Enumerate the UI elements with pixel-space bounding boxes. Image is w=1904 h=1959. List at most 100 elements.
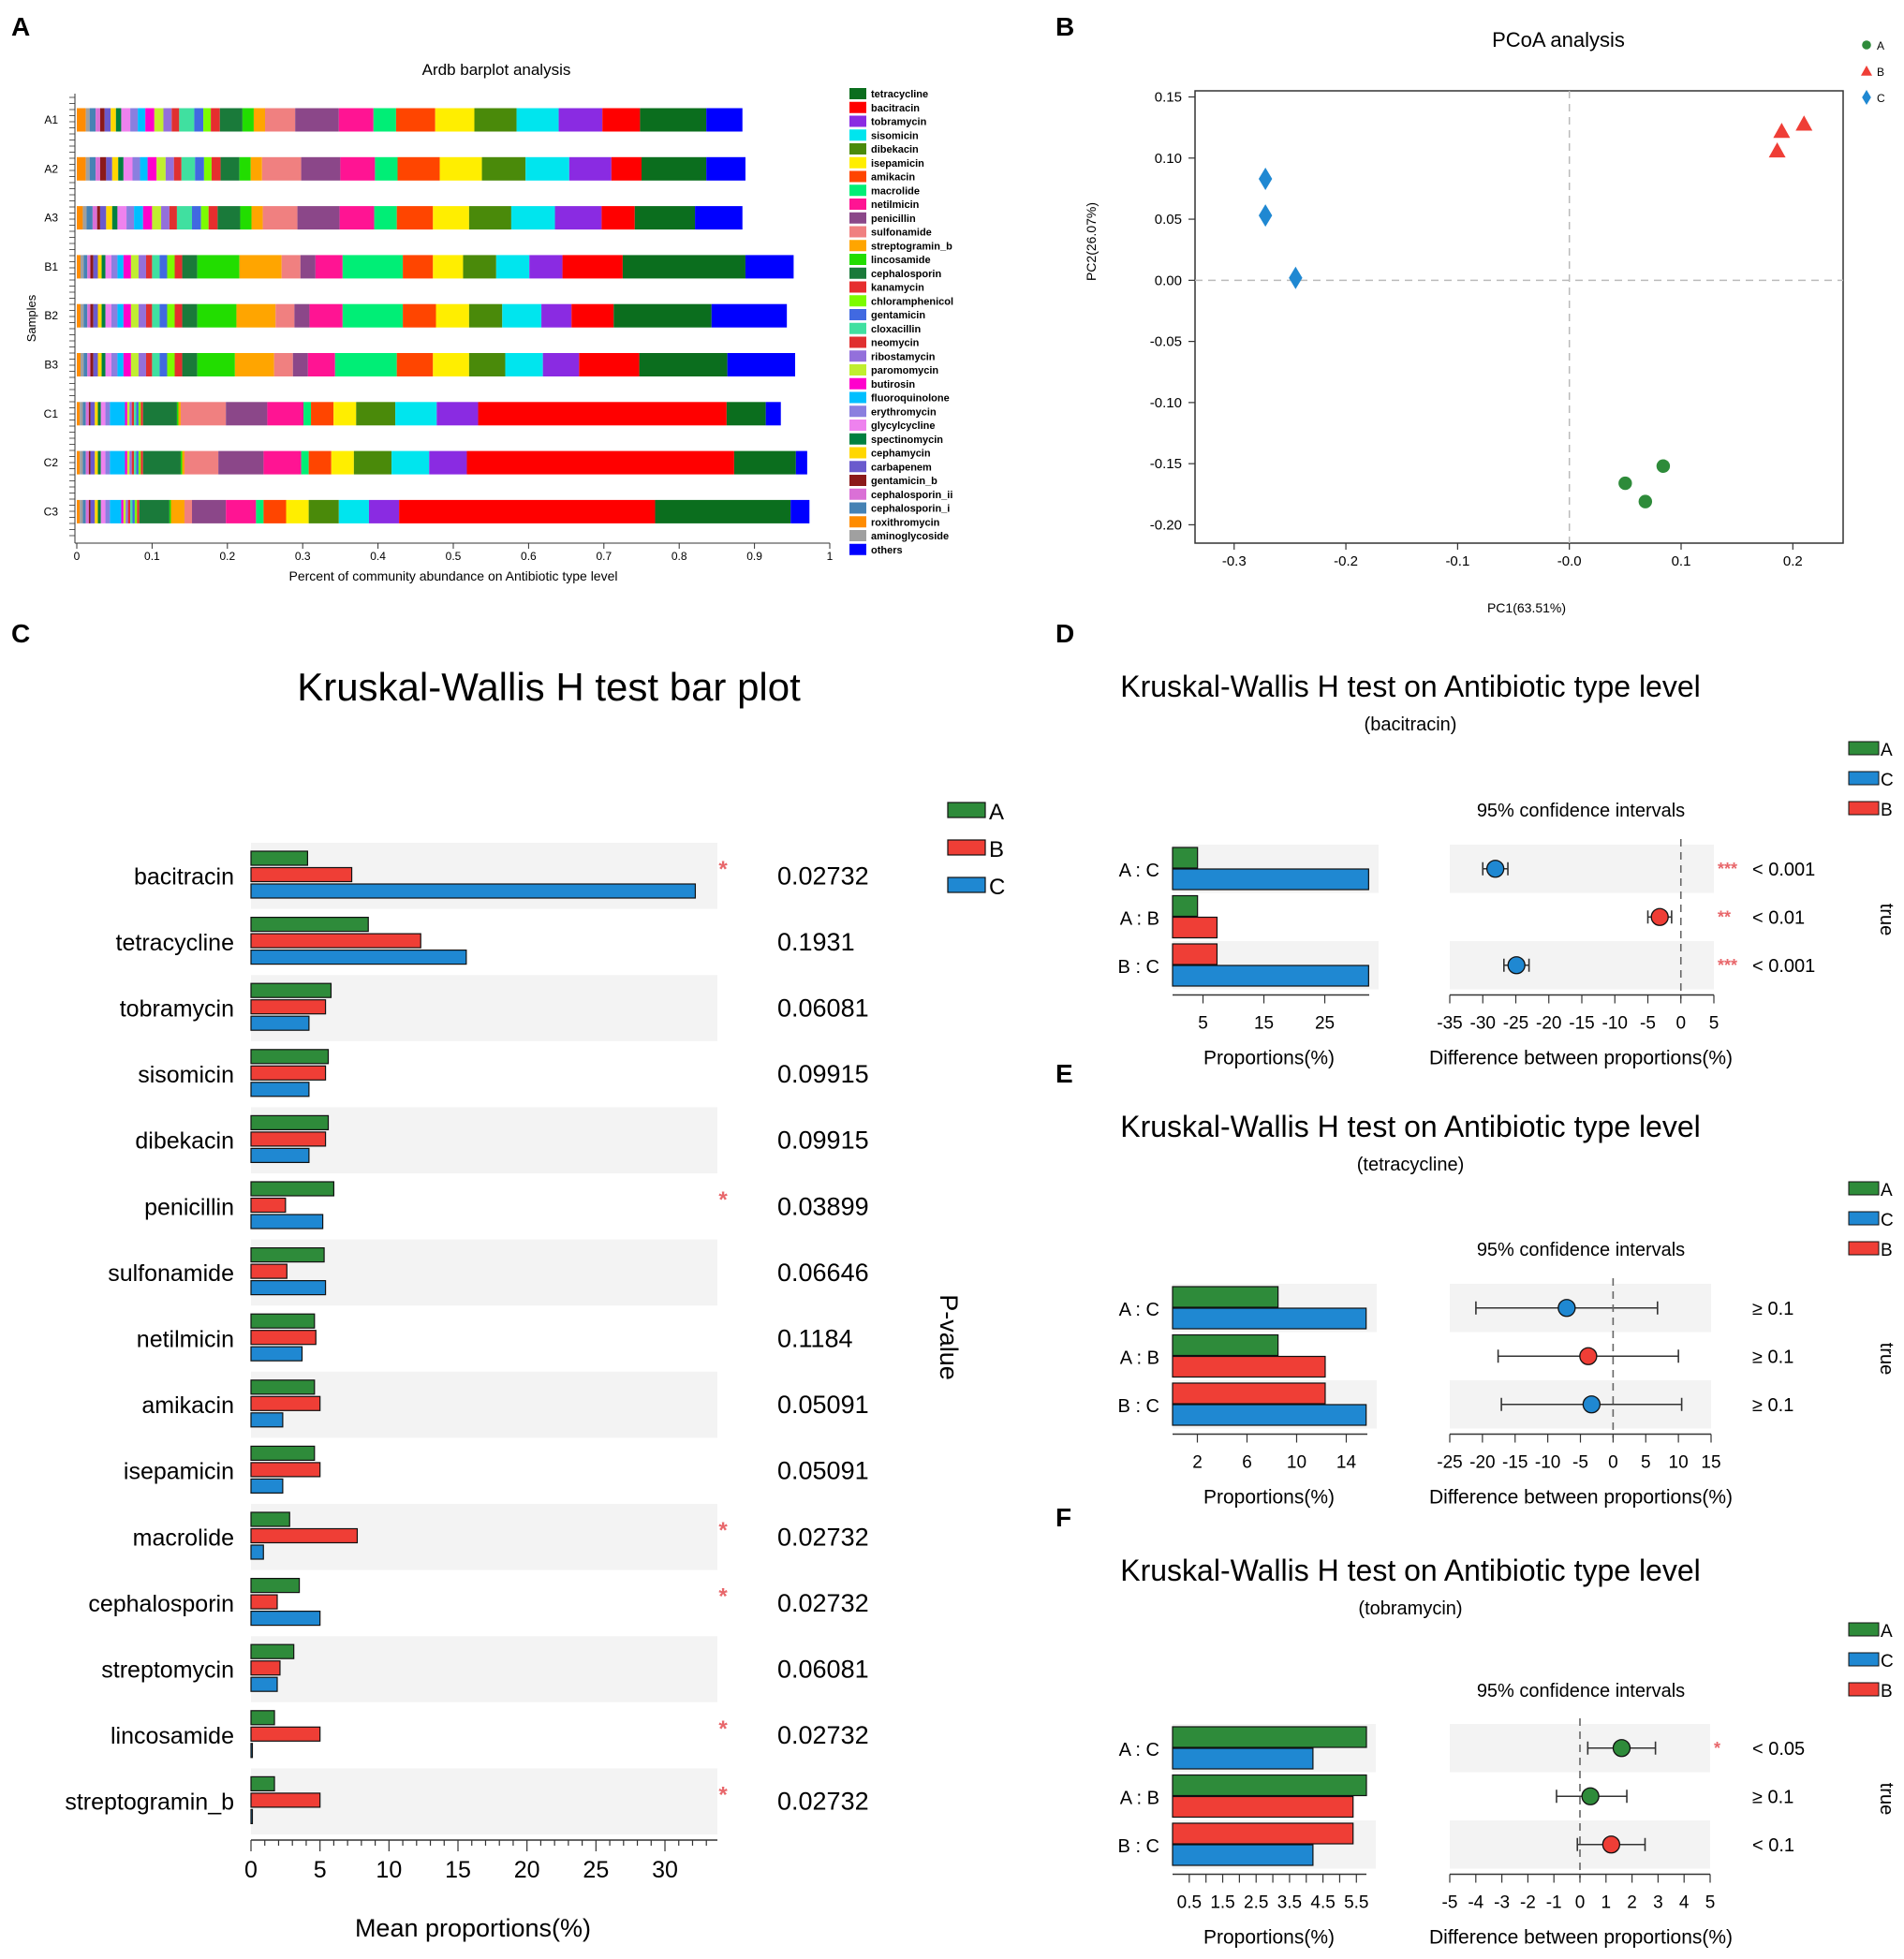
stacked-bar-segment	[117, 303, 124, 328]
stacked-bar-segment	[97, 450, 101, 475]
legend-label: streptogramin_b	[871, 241, 952, 252]
stacked-bar-segment	[391, 450, 430, 475]
difference-estimate	[1581, 1787, 1600, 1805]
stacked-bar-segment	[106, 206, 112, 230]
legend-swatch	[849, 184, 866, 197]
stacked-bar-segment	[474, 108, 517, 132]
stacked-bar-segment	[169, 499, 171, 523]
x-tick-label: 30	[652, 1857, 678, 1883]
stacked-bar-segment	[300, 255, 316, 279]
chart-title: PCoA analysis	[1492, 28, 1625, 52]
difference-axis-label: Difference between proportions(%)	[1429, 1048, 1733, 1069]
row-shade	[251, 1768, 717, 1834]
legend-label: butirosin	[871, 379, 915, 390]
y-axis-label: PC2(26.07%)	[1084, 202, 1099, 281]
x-tick-label: 0.1	[144, 550, 160, 563]
stacked-bar-segment	[562, 255, 623, 279]
y-tick-label: 0.05	[1155, 212, 1182, 228]
sample-tick-label: C3	[44, 505, 59, 518]
stacked-bar-segment	[640, 108, 707, 132]
legend-swatch	[947, 876, 986, 893]
stacked-bar-segment	[163, 108, 172, 132]
proportion-axis-label: Proportions(%)	[1203, 1048, 1335, 1069]
stacked-bar-segment	[159, 255, 168, 279]
legend-label: glycylcycline	[871, 420, 936, 432]
comparison-label: B : C	[1118, 957, 1159, 978]
stacked-bar-segment	[468, 206, 511, 230]
bar-c	[250, 1478, 284, 1495]
legend-swatch	[1848, 741, 1880, 756]
stacked-bar-segment	[142, 450, 181, 475]
difference-tick-label: 5	[1705, 1893, 1716, 1913]
legend-marker	[1862, 90, 1871, 105]
stacked-bar-segment	[99, 108, 105, 132]
legend-swatch	[849, 88, 866, 99]
stacked-bar-segment	[342, 303, 404, 328]
difference-tick-label: -10	[1602, 1014, 1628, 1034]
p-value-label: 0.06081	[777, 1656, 869, 1684]
p-value-label: 0.02732	[777, 1589, 869, 1617]
x-tick-label: 15	[445, 1857, 471, 1883]
ci-title: 95% confidence intervals	[1477, 801, 1685, 821]
bar-c	[250, 1015, 310, 1031]
x-tick-label: 0.4	[370, 550, 386, 563]
legend-label: dibekacin	[871, 144, 919, 155]
stacked-bar-segment	[200, 206, 209, 230]
legend-label: gentamicin	[871, 310, 925, 321]
chart-subtitle: (tobramycin)	[1358, 1598, 1462, 1619]
stacked-bar-segment	[99, 206, 107, 230]
stacked-bar-segment	[105, 303, 111, 328]
x-axis-label: Mean proportions(%)	[355, 1914, 591, 1942]
stacked-bar-segment	[611, 156, 642, 181]
legend-label: chloramphenicol	[871, 296, 953, 307]
difference-tick-label: 0	[1575, 1893, 1586, 1913]
stacked-bar-segment	[97, 353, 102, 376]
proportion-tick-label: 3.5	[1277, 1893, 1302, 1913]
proportion-tick-label: 5	[1198, 1014, 1208, 1034]
difference-tick-label: -10	[1535, 1453, 1560, 1473]
bar-a	[250, 1181, 335, 1197]
x-tick-label: 5	[314, 1857, 327, 1883]
stacked-bar-segment	[790, 499, 810, 523]
stacked-bar-segment	[396, 353, 434, 376]
proportion-tick-label: 10	[1287, 1453, 1306, 1473]
proportion-tick-label: 2.5	[1244, 1893, 1268, 1913]
stacked-bar-segment	[478, 402, 727, 426]
stacked-bar-segment	[93, 303, 98, 328]
stacked-bar-segment	[399, 499, 656, 523]
stacked-bar-segment	[87, 255, 91, 279]
stacked-bar-segment	[134, 450, 137, 475]
stacked-bar-segment	[339, 206, 375, 230]
difference-tick-label: -15	[1569, 1014, 1594, 1034]
stacked-bar-segment	[197, 255, 240, 279]
legend-swatch	[849, 447, 866, 459]
difference-tick-label: -20	[1536, 1014, 1561, 1034]
x-tick-label: 0	[244, 1857, 258, 1883]
stacked-bar-segment	[192, 206, 201, 230]
significance-star: *	[718, 1518, 728, 1543]
bar-a	[250, 1643, 295, 1659]
legend-label: roxithromycin	[871, 517, 940, 528]
stacked-bar-segment	[80, 402, 83, 426]
stacked-bar-segment	[267, 402, 304, 426]
stacked-bar-segment	[256, 499, 264, 523]
stacked-bar-segment	[374, 206, 397, 230]
stacked-bar-segment	[105, 402, 111, 426]
scatter-point-b	[1795, 115, 1813, 131]
significance-star: **	[1718, 907, 1731, 926]
stacked-bar-segment	[695, 206, 743, 230]
stacked-bar-segment	[181, 156, 196, 181]
stacked-bar-segment	[93, 255, 98, 279]
stacked-bar-segment	[105, 450, 111, 475]
stacked-bar-segment	[100, 499, 106, 523]
proportion-bar-c	[1172, 868, 1369, 891]
legend-swatch	[1848, 1241, 1880, 1256]
stacked-bar-segment	[83, 303, 88, 328]
ci-title: 95% confidence intervals	[1477, 1681, 1685, 1701]
stacked-bar-segment	[226, 499, 257, 523]
legend-label: spectinomycin	[871, 435, 943, 446]
stacked-bar-segment	[96, 206, 100, 230]
panel-e-tetracycline-test: E Kruskal-Wallis H test on Antibiotic typ…	[1055, 1059, 1897, 1509]
stacked-bar-segment	[433, 206, 469, 230]
stacked-bar-segment	[152, 206, 162, 230]
